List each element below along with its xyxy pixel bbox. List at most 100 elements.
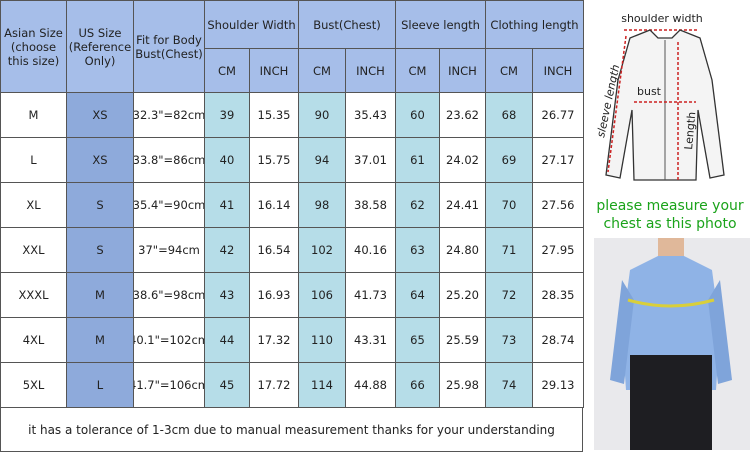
table-cell: 28.35	[532, 272, 584, 318]
table-cell: 39	[204, 92, 250, 138]
table-cell: M	[0, 92, 67, 138]
table-cell: 63	[395, 227, 440, 273]
table-cell: 66	[395, 362, 440, 408]
table-cell: 45	[204, 362, 250, 408]
group-header: Clothing length	[485, 0, 584, 49]
unit-header: CM	[485, 48, 533, 93]
table-cell: 44	[204, 317, 250, 363]
column-header: Asian Size (choose this size)	[0, 0, 67, 93]
table-cell: M	[66, 317, 134, 363]
table-cell: 110	[298, 317, 346, 363]
table-cell: 37"=94cm	[133, 227, 205, 273]
footer-note: it has a tolerance of 1-3cm due to manua…	[0, 407, 583, 452]
table-cell: 64	[395, 272, 440, 318]
table-cell: 40.16	[345, 227, 396, 273]
unit-header: INCH	[532, 48, 584, 93]
table-cell: 25.98	[439, 362, 486, 408]
table-cell: 15.75	[249, 137, 299, 183]
table-cell: S	[66, 227, 134, 273]
table-cell: XXL	[0, 227, 67, 273]
bust-label: bust	[637, 85, 662, 98]
table-cell: L	[66, 362, 134, 408]
unit-header: CM	[204, 48, 250, 93]
table-cell: 5XL	[0, 362, 67, 408]
column-header: US Size (Reference Only)	[66, 0, 134, 93]
table-cell: 41.73	[345, 272, 396, 318]
table-cell: 61	[395, 137, 440, 183]
photo-trousers	[630, 355, 712, 450]
table-cell: 102	[298, 227, 346, 273]
table-cell: 32.3"=82cm	[133, 92, 205, 138]
unit-header: INCH	[439, 48, 486, 93]
table-cell: 42	[204, 227, 250, 273]
table-cell: 29.13	[532, 362, 584, 408]
unit-header: INCH	[249, 48, 299, 93]
table-cell: 98	[298, 182, 346, 228]
table-cell: 62	[395, 182, 440, 228]
table-cell: 73	[485, 317, 533, 363]
table-cell: 24.41	[439, 182, 486, 228]
table-cell: 35.43	[345, 92, 396, 138]
table-cell: 17.72	[249, 362, 299, 408]
table-cell: 27.56	[532, 182, 584, 228]
table-cell: 69	[485, 137, 533, 183]
instruction-line-1: please measure your	[596, 198, 744, 214]
table-cell: 38.6"=98cm	[133, 272, 205, 318]
table-cell: 24.02	[439, 137, 486, 183]
table-cell: XS	[66, 137, 134, 183]
table-cell: XL	[0, 182, 67, 228]
table-cell: XXXL	[0, 272, 67, 318]
table-cell: XS	[66, 92, 134, 138]
table-cell: 16.54	[249, 227, 299, 273]
table-cell: 74	[485, 362, 533, 408]
table-cell: 72	[485, 272, 533, 318]
table-cell: S	[66, 182, 134, 228]
table-cell: 27.95	[532, 227, 584, 273]
table-cell: 26.77	[532, 92, 584, 138]
table-cell: 25.59	[439, 317, 486, 363]
table-cell: 38.58	[345, 182, 396, 228]
photo-tape	[627, 298, 715, 308]
column-header: Fit for Body Bust(Chest)	[133, 0, 205, 93]
table-cell: 90	[298, 92, 346, 138]
instruction-line-2: chest as this photo	[603, 216, 736, 232]
table-cell: 41	[204, 182, 250, 228]
table-cell: 37.01	[345, 137, 396, 183]
table-cell: 35.4"=90cm	[133, 182, 205, 228]
photo-neck	[658, 238, 684, 256]
group-header: Sleeve length	[395, 0, 486, 49]
unit-header: CM	[298, 48, 346, 93]
table-cell: 25.20	[439, 272, 486, 318]
table-cell: L	[0, 137, 67, 183]
table-cell: 16.93	[249, 272, 299, 318]
group-header: Bust(Chest)	[298, 0, 396, 49]
measure-guide: shoulder width bust sleeve length Length…	[590, 0, 750, 450]
table-cell: 17.32	[249, 317, 299, 363]
table-cell: M	[66, 272, 134, 318]
table-cell: 106	[298, 272, 346, 318]
photo-arms	[610, 280, 732, 384]
table-cell: 114	[298, 362, 346, 408]
table-cell: 60	[395, 92, 440, 138]
table-cell: 15.35	[249, 92, 299, 138]
unit-header: CM	[395, 48, 440, 93]
table-cell: 33.8"=86cm	[133, 137, 205, 183]
table-cell: 65	[395, 317, 440, 363]
table-cell: 16.14	[249, 182, 299, 228]
table-cell: 43.31	[345, 317, 396, 363]
group-header: Shoulder Width	[204, 0, 299, 49]
length-label: Length	[682, 111, 698, 150]
table-cell: 24.80	[439, 227, 486, 273]
table-cell: 70	[485, 182, 533, 228]
table-cell: 71	[485, 227, 533, 273]
table-cell: 94	[298, 137, 346, 183]
table-cell: 43	[204, 272, 250, 318]
table-cell: 44.88	[345, 362, 396, 408]
table-cell: 40.1"=102cm	[133, 317, 205, 363]
shoulder-label: shoulder width	[621, 12, 703, 25]
table-cell: 23.62	[439, 92, 486, 138]
table-cell: 27.17	[532, 137, 584, 183]
unit-header: INCH	[345, 48, 396, 93]
sleeve-line	[607, 35, 627, 173]
